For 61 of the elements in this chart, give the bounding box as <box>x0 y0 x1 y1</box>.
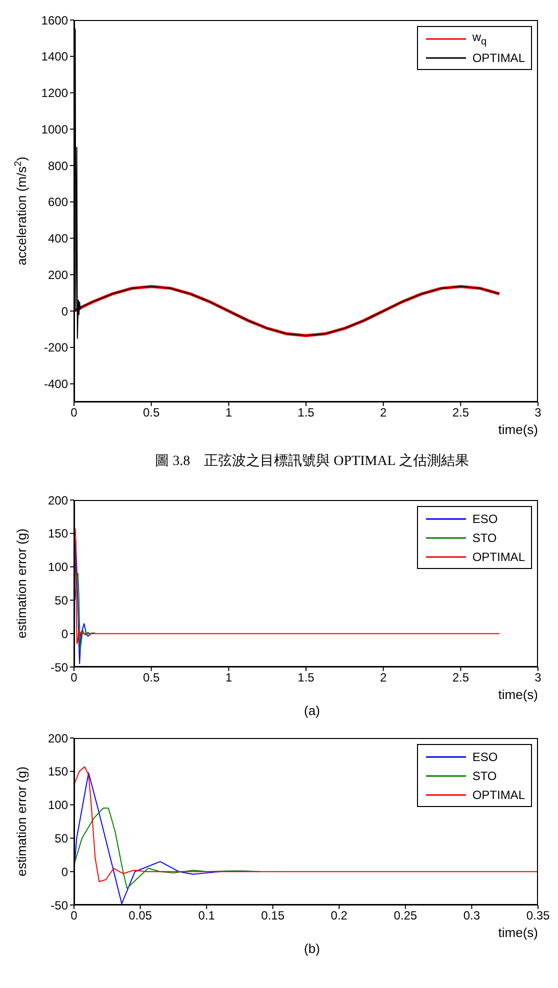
y-tick-label: 200 <box>48 268 68 282</box>
x-tick-label: 0.15 <box>261 908 285 923</box>
y-tick-label: 150 <box>48 526 68 541</box>
x-tick-label: 1.5 <box>298 670 315 685</box>
x-tick-label: 0.3 <box>463 908 480 923</box>
legend-label: ESO <box>472 750 498 764</box>
x-tick-label: 0.1 <box>198 908 216 923</box>
x-tick-label: 0.05 <box>128 908 152 923</box>
text: (b) <box>303 941 321 956</box>
y-tick-label: 600 <box>48 195 68 210</box>
x-tick-label: 2.5 <box>452 670 470 685</box>
y-tick-label: 150 <box>48 764 68 779</box>
x-axis-title: time(s) <box>498 687 538 702</box>
y-axis-title: estimation error (g) <box>14 766 29 876</box>
legend-label: OPTIMAL <box>472 788 525 802</box>
x-tick-label: 2 <box>380 406 387 420</box>
legend-label: OPTIMAL <box>472 550 525 564</box>
x-tick-label: 3 <box>534 670 542 685</box>
legend-label: ESO <box>472 512 498 526</box>
legend-label: OPTIMAL <box>472 50 525 64</box>
y-tick-label: 100 <box>48 798 68 812</box>
x-tick-label: 0 <box>70 670 78 685</box>
x-tick-label: 0.5 <box>142 670 160 685</box>
y-tick-label: -400 <box>44 377 68 392</box>
x-tick-label: 0.5 <box>142 406 160 420</box>
y-tick-label: -200 <box>44 340 68 355</box>
x-tick-label: 1 <box>225 670 232 685</box>
y-tick-label: -50 <box>50 898 68 912</box>
x-tick-label: 0.25 <box>394 908 418 923</box>
y-tick-label: 200 <box>48 731 68 746</box>
x-tick-label: 0.35 <box>526 908 550 923</box>
y-tick-label: 1200 <box>41 86 68 100</box>
y-tick-label: 0 <box>61 304 68 318</box>
y-tick-label: 200 <box>48 493 68 508</box>
y-tick-label: 50 <box>54 593 68 608</box>
x-tick-label: 0.2 <box>330 908 348 923</box>
text: (a) <box>303 703 321 718</box>
y-tick-label: 100 <box>48 560 68 574</box>
caption: 圖 3.8 正弦波之目標訊號與 OPTIMAL 之估測結果 <box>154 452 470 470</box>
x-tick-label: 3 <box>534 406 542 420</box>
y-tick-label: 800 <box>48 158 68 173</box>
y-axis-title: estimation error (g) <box>14 528 29 638</box>
y-tick-label: -50 <box>50 660 68 674</box>
x-tick-label: 2.5 <box>452 406 470 420</box>
x-tick-label: 0 <box>70 908 78 923</box>
y-tick-label: 0 <box>61 864 68 879</box>
y-tick-label: 1600 <box>41 13 68 28</box>
y-tick-label: 1400 <box>41 50 68 64</box>
legend-label: w$_{q}$ <box>472 30 487 48</box>
x-tick-label: 0 <box>70 406 78 420</box>
y-tick-label: 400 <box>48 232 68 246</box>
x-tick-label: 1 <box>225 406 232 420</box>
y-tick-label: 1000 <box>41 122 68 136</box>
x-axis-title: time(s) <box>498 422 538 437</box>
legend-label: STO <box>472 530 497 544</box>
y-tick-label: 0 <box>61 626 68 641</box>
legend-label: STO <box>472 768 497 782</box>
y-tick-label: 50 <box>54 831 68 846</box>
x-tick-label: 2 <box>380 670 387 685</box>
x-tick-label: 1.5 <box>298 406 315 420</box>
x-axis-title: time(s) <box>498 925 538 940</box>
